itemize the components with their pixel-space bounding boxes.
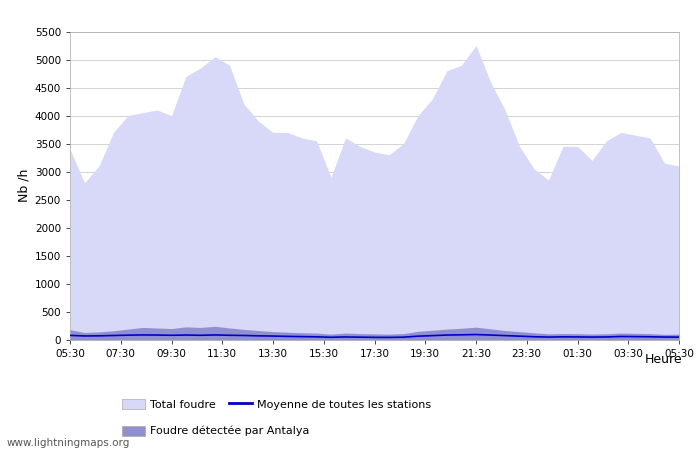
Text: www.lightningmaps.org: www.lightningmaps.org (7, 438, 130, 448)
Legend: Foudre détectée par Antalya: Foudre détectée par Antalya (122, 426, 309, 436)
Text: Heure: Heure (645, 353, 682, 366)
Legend: Total foudre, Moyenne de toutes les stations: Total foudre, Moyenne de toutes les stat… (122, 399, 431, 410)
Y-axis label: Nb /h: Nb /h (18, 169, 31, 202)
